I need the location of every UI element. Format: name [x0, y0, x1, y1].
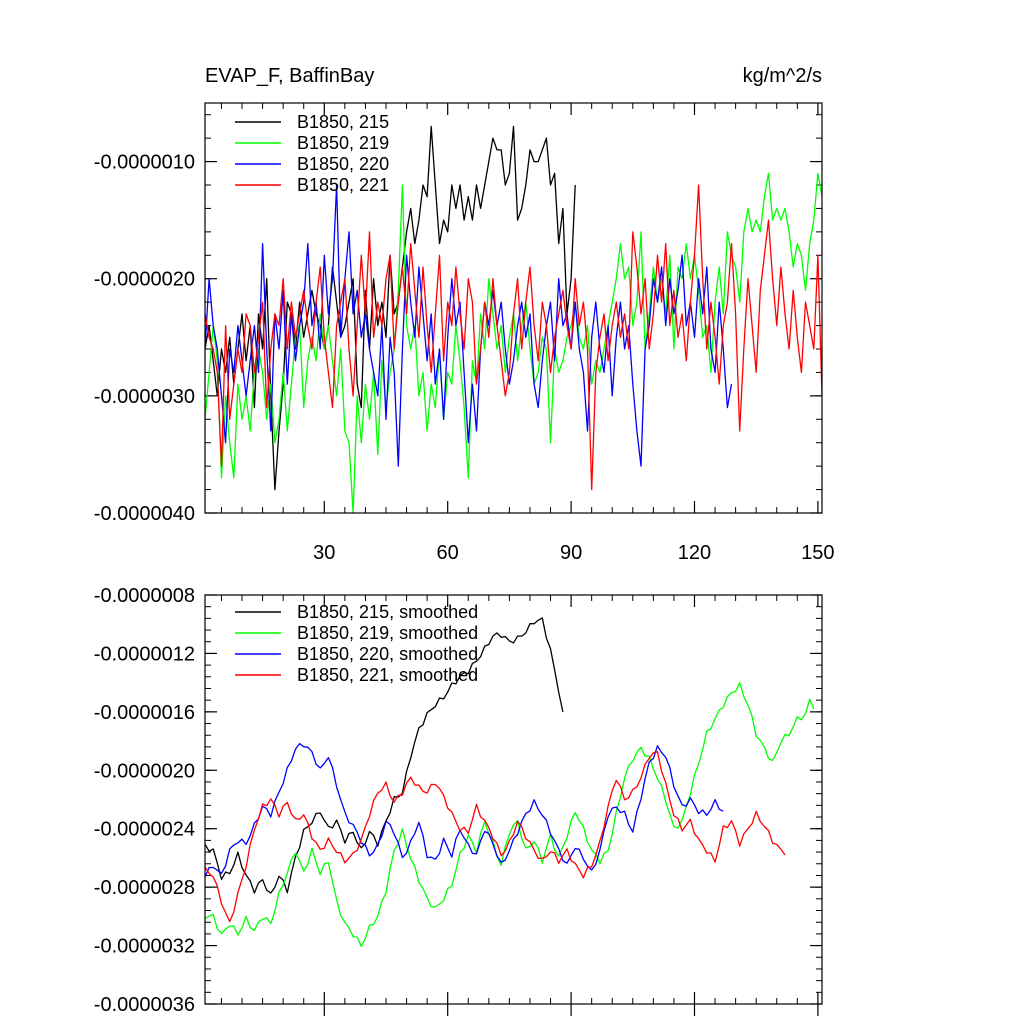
y-tick-label: -0.0000012	[94, 643, 195, 665]
legend-label: B1850, 220, smoothed	[297, 644, 478, 664]
series-line-1	[205, 617, 564, 894]
x-tick-label: 30	[313, 542, 335, 564]
series-line-4	[205, 184, 822, 491]
y-tick-label: -0.0000032	[94, 936, 195, 958]
top-panel-units: kg/m^2/s	[743, 65, 822, 87]
series-line-2	[205, 172, 822, 513]
y-tick-label: -0.0000010	[94, 152, 195, 174]
y-tick-label: -0.0000016	[94, 702, 195, 724]
bottom-panel-series	[205, 617, 815, 948]
series-line-4	[205, 751, 786, 923]
top-panel-title: EVAP_F, BaffinBay	[205, 65, 374, 87]
series-line-3	[205, 184, 733, 467]
bottom-panel-frame	[204, 594, 823, 1005]
series-line-3	[205, 742, 724, 878]
y-tick-label: -0.0000028	[94, 877, 195, 899]
x-tick-label: 60	[437, 542, 459, 564]
bottom-panel-ticks: -0.0000008 -0.0000012 -0.0000016 -0.0000020…	[94, 585, 822, 1016]
y-tick-label: -0.0000040	[94, 503, 195, 525]
legend-label: B1850, 219	[297, 133, 389, 153]
x-tick-label: 120	[678, 542, 711, 564]
bottom-panel: -0.0000008 -0.0000012 -0.0000016 -0.0000020…	[94, 585, 823, 1016]
legend-label: B1850, 220	[297, 154, 389, 174]
legend-label: B1850, 215, smoothed	[297, 602, 478, 622]
y-tick-label: -0.0000036	[94, 994, 195, 1016]
legend-label: B1850, 221, smoothed	[297, 665, 478, 685]
x-tick-label: 90	[560, 542, 582, 564]
y-tick-label: -0.0000020	[94, 760, 195, 782]
top-panel: EVAP_F, BaffinBay kg/m^2/s -0.0000010-0.…	[94, 65, 835, 564]
top-panel-frame	[204, 102, 823, 514]
y-tick-label: -0.0000020	[94, 269, 195, 291]
top-panel-ticks: -0.0000010 -0.0000020 -0.0000030 -0.0000040…	[94, 103, 835, 564]
y-tick-label: -0.0000030	[94, 386, 195, 408]
legend-label: B1850, 221	[297, 175, 389, 195]
y-tick-label: -0.0000008	[94, 585, 195, 607]
y-tick-label: -0.0000024	[94, 819, 195, 841]
series-line-2	[205, 682, 815, 948]
legend-label: B1850, 219, smoothed	[297, 623, 478, 643]
legend-label: B1850, 215	[297, 112, 389, 132]
top-panel-series	[205, 125, 822, 513]
x-tick-label: 150	[801, 542, 834, 564]
